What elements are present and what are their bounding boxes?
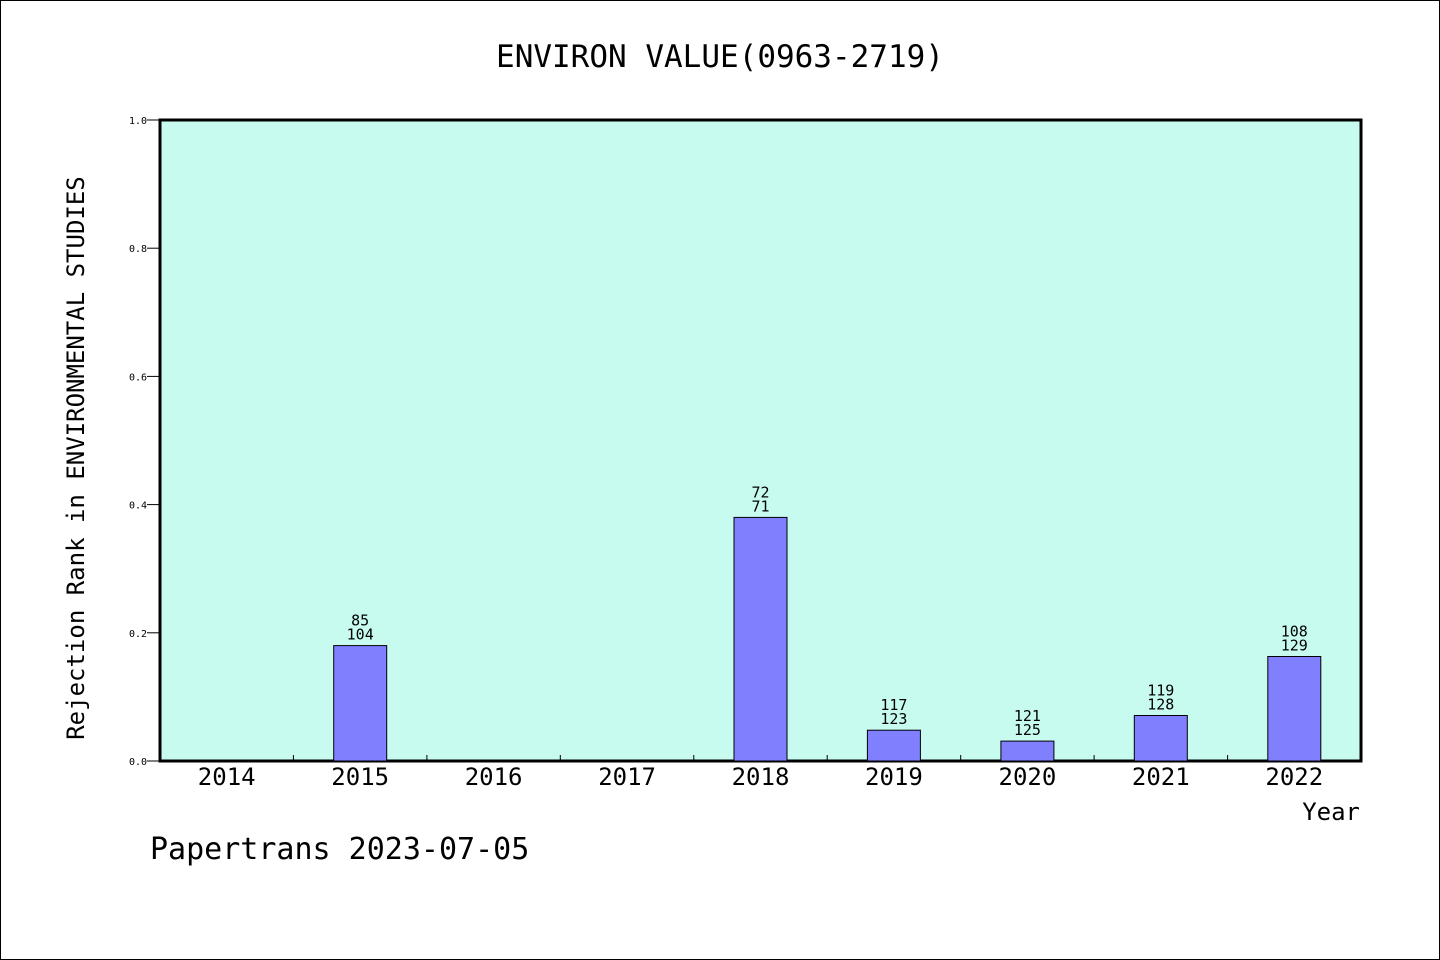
bar-label-2018-2: 71 [751,497,769,515]
bar-label-2020-2: 125 [1014,721,1041,739]
bar-label-2019-1: 117 [880,696,907,714]
bar-2022 [1267,656,1322,762]
x-tick-label-2016: 2016 [465,763,523,791]
x-tick-label-2021: 2021 [1132,763,1190,791]
footer-note: Papertrans 2023-07-05 [150,832,530,867]
y-axis-label: Rejection Rank in ENVIRONMENTAL STUDIES [62,176,90,740]
x-axis-label: Year [1302,798,1360,826]
bar-label-2021-2: 128 [1147,696,1174,714]
bar-label-2022-2: 129 [1281,637,1308,655]
bar-2015 [333,645,388,762]
bar-2019 [866,729,921,762]
x-tick-label-2015: 2015 [331,763,389,791]
bar-label-2020-1: 121 [1014,707,1041,725]
x-tick-label-2022: 2022 [1265,763,1323,791]
y-tick-label-1.0: 1.0 [129,116,147,127]
y-tick-label-0.2: 0.2 [129,629,147,640]
y-tick-label-0.8: 0.8 [129,244,147,255]
x-tick-label-2014: 2014 [198,763,256,791]
bar-label-2022-1: 108 [1281,623,1308,641]
bar-2021 [1133,715,1188,762]
bar-label-2018-1: 72 [751,483,769,501]
y-tick-label-0.0: 0.0 [129,757,147,768]
bar-2020 [1000,740,1055,762]
x-tick-label-2017: 2017 [598,763,656,791]
bar-label-2015-2: 104 [347,626,374,644]
x-ticks-group: 2014 2015 2016 2017 2018 2019 2020 2021 2022 [198,755,1323,791]
bar-label-2015-1: 85 [351,612,369,630]
bar-label-2019-2: 123 [880,710,907,728]
chart-title: ENVIRON VALUE(0963-2719) [496,39,944,75]
bar-2018 [733,516,788,762]
x-tick-label-2020: 2020 [999,763,1057,791]
y-ticks-group: 0.0 0.2 0.4 0.6 0.8 1.0 [129,116,160,768]
y-tick-label-0.4: 0.4 [129,501,147,512]
bars-group [333,516,1322,762]
x-tick-label-2018: 2018 [732,763,790,791]
bar-label-2021-1: 119 [1147,682,1174,700]
x-tick-label-2019: 2019 [865,763,923,791]
y-tick-label-0.6: 0.6 [129,372,147,383]
